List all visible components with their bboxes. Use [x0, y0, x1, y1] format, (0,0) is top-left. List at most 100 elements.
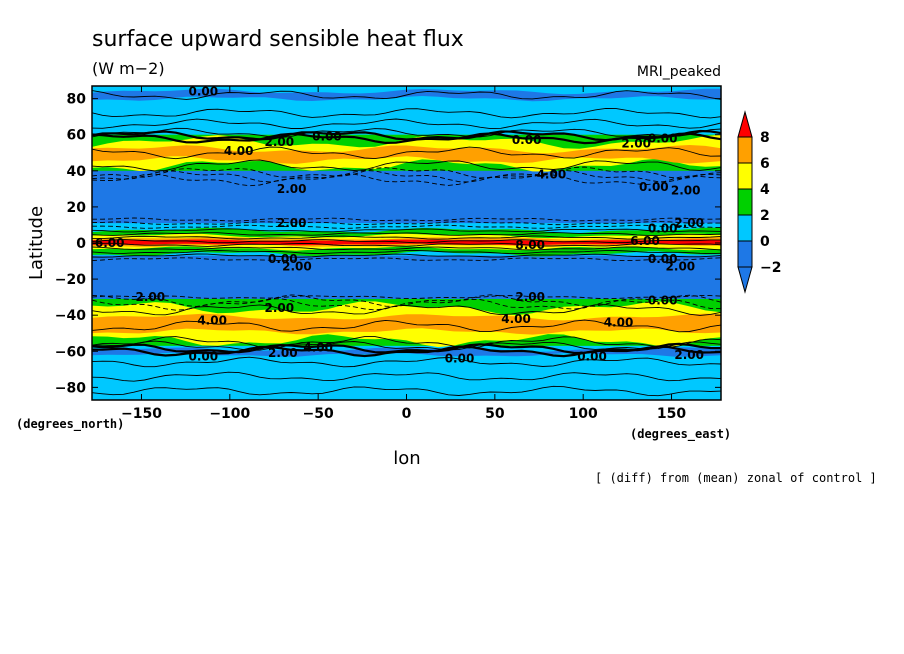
contour-label: 0.00	[512, 133, 542, 147]
contour-lines-layer	[92, 90, 721, 397]
contour-line	[92, 239, 721, 244]
contour-label: 2.00	[264, 135, 294, 149]
colorbar-label: 4	[760, 182, 770, 198]
contour-label: 2.00	[621, 137, 651, 151]
contour-line	[92, 235, 721, 240]
contour-label: 2.00	[674, 348, 704, 362]
comparison-note: [ (diff) from (mean) zonal of control ]	[595, 471, 877, 485]
contour-line	[92, 304, 721, 316]
contour-label: 4.00	[537, 167, 567, 181]
y-axis-label: Latitude	[26, 206, 47, 280]
contour-label: 2.00	[282, 259, 312, 273]
chart-title: surface upward sensible heat flux	[92, 27, 464, 52]
contour-label: 0.00	[648, 222, 678, 236]
contour-line	[92, 232, 721, 236]
contour-fill-region	[92, 313, 721, 335]
contour-line	[92, 253, 721, 258]
x-unit-label: (degrees_east)	[630, 427, 731, 442]
contour-line	[92, 246, 721, 251]
contour-label: 2.00	[277, 216, 307, 230]
y-tick-label: 40	[67, 164, 87, 180]
contour-line	[92, 132, 721, 145]
colorbar: 8 6 4 2 0 −2	[737, 110, 781, 294]
contour-line	[92, 340, 721, 351]
contour-label: 2.00	[666, 259, 696, 273]
x-tick-label: 150	[657, 406, 686, 422]
contour-line	[92, 319, 721, 333]
contour-line	[92, 294, 721, 308]
contour-fill-region	[92, 145, 721, 164]
y-tick-label: −20	[55, 272, 86, 288]
contour-line	[92, 107, 721, 119]
contour-line	[92, 371, 721, 382]
contour-label: 0.00	[189, 84, 219, 98]
contour-line	[92, 217, 721, 222]
contour-line	[92, 127, 721, 138]
contour-line	[92, 169, 721, 183]
contour-label: 6.00	[95, 236, 125, 250]
colorbar-label: 8	[760, 130, 770, 146]
y-tick-label: 20	[67, 200, 87, 216]
colorbar-segment	[737, 188, 753, 216]
contour-label: 2.00	[674, 216, 704, 230]
colorbar-label: 6	[760, 156, 770, 172]
contour-line	[92, 342, 721, 355]
contour-line	[92, 385, 721, 397]
contour-label: 2.00	[264, 301, 294, 315]
contour-line	[92, 242, 721, 247]
chart-units: (W m−2)	[92, 59, 165, 78]
y-tick-label: 80	[67, 92, 87, 108]
zonal-band	[92, 170, 721, 225]
contour-line	[92, 159, 721, 172]
x-tick-label: 50	[485, 406, 505, 422]
colorbar-extend-low	[737, 266, 753, 294]
y-tick-label: −80	[55, 380, 86, 396]
colorbar-segment	[737, 136, 753, 164]
contour-label: 0.00	[445, 351, 475, 365]
y-tick-label: 0	[76, 236, 86, 252]
colorbar-segment	[737, 214, 753, 242]
y-tick-label: 60	[67, 128, 87, 144]
contour-label: 4.00	[501, 312, 531, 326]
contour-label: 0.00	[639, 180, 669, 194]
contour-label: 6.00	[630, 234, 660, 248]
contour-label: 0.00	[312, 130, 342, 144]
contour-label: 8.00	[515, 238, 545, 252]
colorbar-label: 2	[760, 208, 770, 224]
contour-label: 4.00	[224, 144, 254, 158]
contour-label: 2.00	[277, 182, 307, 196]
contour-label: 0.00	[268, 252, 298, 266]
contour-line	[92, 224, 721, 229]
contour-line	[92, 336, 721, 349]
contour-label: 2.00	[136, 290, 166, 304]
x-tick-label: 0	[402, 406, 412, 422]
contour-labels-layer: 0.004.002.00 0.00 0.00 0.002.004.002.00 0.00…	[95, 84, 704, 365]
y-unit-label: (degrees_north)	[16, 417, 124, 432]
contour-label: 2.00	[268, 346, 298, 360]
plot-area: 0.004.002.00 0.00 0.00 0.002.004.002.00 0.00…	[92, 84, 721, 400]
contour-line	[92, 146, 721, 160]
contour-label: 2.00	[671, 184, 701, 198]
colorbar-segment	[737, 162, 753, 190]
x-tick-label: −100	[209, 406, 250, 422]
colorbar-segment	[737, 240, 753, 268]
contour-line	[92, 295, 721, 300]
contour-line	[92, 118, 721, 130]
colorbar-label: −2	[760, 260, 781, 276]
colorbar-label: 0	[760, 234, 770, 250]
y-tick-label: −40	[55, 308, 86, 324]
contour-label: 2.00	[515, 290, 545, 304]
contour-line	[92, 356, 721, 368]
contour-label: 4.00	[303, 341, 333, 355]
contour-line	[92, 221, 721, 226]
contour-line	[92, 166, 721, 179]
contour-label: 4.00	[197, 314, 227, 328]
x-axis-ticks: −150 −100 −50 0 50 100 150	[121, 86, 686, 422]
zonal-band	[92, 255, 721, 303]
contour-line	[92, 173, 721, 187]
contour-line	[92, 249, 721, 255]
contour-label: 0.00	[648, 294, 678, 308]
x-tick-label: 100	[569, 406, 598, 422]
x-axis-label: lon	[393, 448, 420, 469]
